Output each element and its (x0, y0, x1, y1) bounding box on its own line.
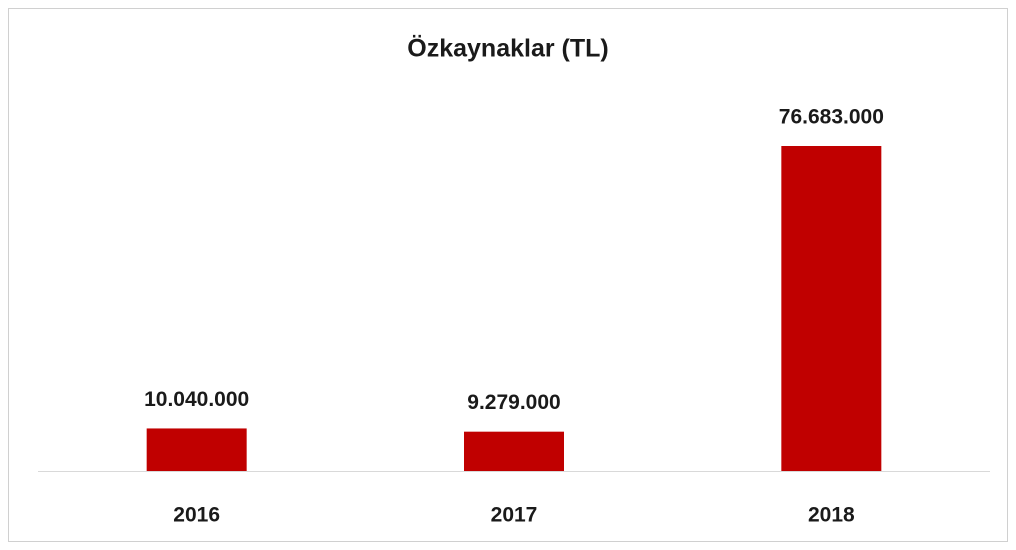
x-tick-label: 2017 (491, 504, 538, 527)
value-label: 76.683.000 (779, 106, 884, 129)
bar (464, 431, 564, 471)
value-label: 10.040.000 (144, 388, 249, 411)
x-tick-label: 2018 (808, 504, 855, 527)
x-tick-label: 2016 (173, 504, 220, 527)
bar (146, 428, 247, 471)
chart-title: Özkaynaklar (TL) (407, 34, 608, 63)
value-label: 9.279.000 (467, 391, 560, 414)
bar (781, 146, 882, 471)
